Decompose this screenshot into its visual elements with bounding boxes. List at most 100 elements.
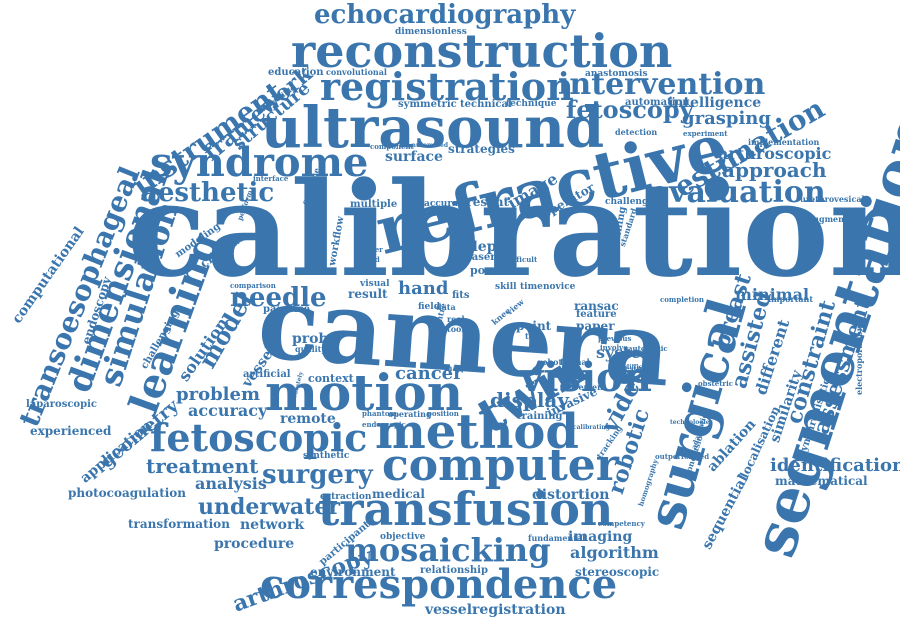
word-syndrome: syndrome bbox=[150, 139, 369, 186]
word-based: based bbox=[357, 255, 380, 264]
word-ultrasound: ultrasound bbox=[261, 95, 605, 161]
word-distortion: distortion bbox=[532, 487, 610, 503]
word-computer: computer bbox=[382, 440, 619, 491]
word-fetoscopic: fetoscopic bbox=[150, 415, 368, 460]
word-point: point bbox=[516, 319, 552, 333]
word-calibrating: calibrating bbox=[573, 424, 610, 431]
word-urethrovesical: urethrovesical bbox=[800, 194, 865, 204]
word-technologies: technologies bbox=[670, 419, 713, 426]
word-treatment: treatment bbox=[146, 454, 259, 478]
word-completion: completion bbox=[660, 295, 704, 304]
word-intervention: intervention bbox=[558, 67, 766, 102]
word-display: display bbox=[490, 388, 570, 412]
word-context: context bbox=[308, 372, 354, 385]
word-pose: pose bbox=[470, 264, 499, 277]
word-position: position bbox=[427, 409, 459, 418]
word-arthroscopic: arthroscopic bbox=[718, 144, 832, 163]
word-movement: movement bbox=[560, 382, 607, 392]
word-higher: higher bbox=[357, 245, 383, 254]
word-novice: novice bbox=[543, 282, 576, 292]
word-echocardiography: echocardiography bbox=[314, 0, 576, 30]
word-difficulty: difficulty bbox=[625, 364, 656, 371]
word-experienced: experienced bbox=[30, 424, 112, 438]
word-automatic: automatic bbox=[628, 344, 668, 353]
word-depth: depth bbox=[468, 239, 514, 255]
word-cancer: cancer bbox=[395, 363, 463, 384]
word-previous: previous bbox=[598, 334, 632, 343]
word-accurate: accurate bbox=[424, 199, 468, 209]
word-problem: problem bbox=[176, 384, 260, 405]
word-implementation: implementation bbox=[748, 137, 820, 147]
word-matrix: matrix bbox=[444, 363, 474, 373]
word-network: network bbox=[240, 517, 305, 533]
word-skill: skill bbox=[495, 282, 517, 292]
word-needle: needle bbox=[230, 283, 327, 313]
word-intelligence: intelligence bbox=[668, 95, 762, 111]
word-quality: quality bbox=[295, 344, 327, 354]
word-result: result bbox=[348, 287, 388, 301]
word-field: field bbox=[418, 302, 440, 312]
word-present: present bbox=[458, 195, 510, 209]
word-registration: registration bbox=[320, 64, 574, 109]
word-stereoscopic: stereoscopic bbox=[575, 565, 660, 579]
word-estimate: estimate bbox=[625, 364, 659, 373]
word-involve: involve bbox=[600, 343, 628, 352]
word-probe: probe bbox=[292, 331, 338, 347]
word-minimal: minimal bbox=[735, 285, 810, 304]
word-dimensionless: dimensionless bbox=[395, 27, 467, 37]
word-mathematical: mathematical bbox=[775, 474, 868, 488]
word-difficult: difficult bbox=[506, 255, 538, 264]
word-convolutional: convolutional bbox=[326, 67, 387, 77]
word-competency: competency bbox=[598, 519, 645, 528]
word-robot: robot bbox=[538, 357, 563, 367]
word-reconstruction: reconstruction bbox=[291, 24, 673, 78]
word-training: training bbox=[517, 411, 563, 422]
word-symmetric: symmetric bbox=[398, 99, 457, 110]
word-experiment: experiment bbox=[683, 129, 728, 138]
word-system: system bbox=[596, 343, 658, 362]
word-approach: approach bbox=[722, 158, 827, 182]
word-identification: identification bbox=[770, 455, 900, 476]
word-paper: paper bbox=[576, 319, 615, 333]
word-environment: environment bbox=[310, 565, 396, 579]
word-artificial: artificial bbox=[243, 369, 291, 380]
word-transformation: transformation bbox=[128, 517, 230, 531]
word-ransac: ransac bbox=[574, 299, 619, 313]
word-electroporation: electroporation bbox=[854, 325, 864, 395]
word-strategies: strategies bbox=[448, 142, 515, 156]
word-tool: tool bbox=[447, 324, 465, 334]
word-laser: laser bbox=[468, 252, 496, 263]
word-pairwise: pairwise bbox=[263, 304, 310, 315]
word-fetoscopy: fetoscopy bbox=[566, 95, 694, 124]
word-vesselregistration: vesselregistration bbox=[425, 602, 566, 618]
word-remote: remote bbox=[280, 411, 336, 427]
word-task: task bbox=[525, 331, 544, 341]
word-transfusion: transfusion bbox=[318, 482, 614, 536]
word-multiple: multiple bbox=[350, 199, 398, 210]
word-correspondence: correspondence bbox=[260, 561, 618, 608]
word-anastomosis: anastomosis bbox=[585, 69, 648, 79]
word-medical: medical bbox=[372, 487, 425, 501]
word-evaluation: evaluation bbox=[650, 175, 826, 210]
word-procedure: procedure bbox=[214, 536, 295, 552]
word-photocoagulation: photocoagulation bbox=[68, 486, 187, 500]
word-surgery: surgery bbox=[262, 460, 373, 490]
word-data: data bbox=[436, 302, 456, 312]
word-augmented: augmented bbox=[808, 214, 859, 224]
word-vision: vision bbox=[520, 354, 652, 401]
word-grasping: grasping bbox=[682, 108, 771, 129]
word-technique: technique bbox=[506, 99, 557, 109]
word-interface: interface bbox=[253, 174, 289, 183]
word-accuracy: accuracy bbox=[188, 401, 268, 420]
word-surface: surface bbox=[385, 149, 443, 165]
word-feature: feature bbox=[576, 309, 617, 320]
word-time: time bbox=[520, 282, 543, 292]
word-fundamental: fundamental bbox=[528, 533, 586, 543]
word-education: education bbox=[268, 67, 324, 78]
word-motion: motion bbox=[265, 363, 464, 422]
word-detection: detection bbox=[615, 127, 658, 137]
word-fits: fits bbox=[452, 290, 470, 301]
word-aesthetic: aesthetic bbox=[141, 178, 275, 208]
word-endoscopic: endoscopic bbox=[362, 420, 406, 429]
word-visual: visual bbox=[360, 279, 390, 289]
